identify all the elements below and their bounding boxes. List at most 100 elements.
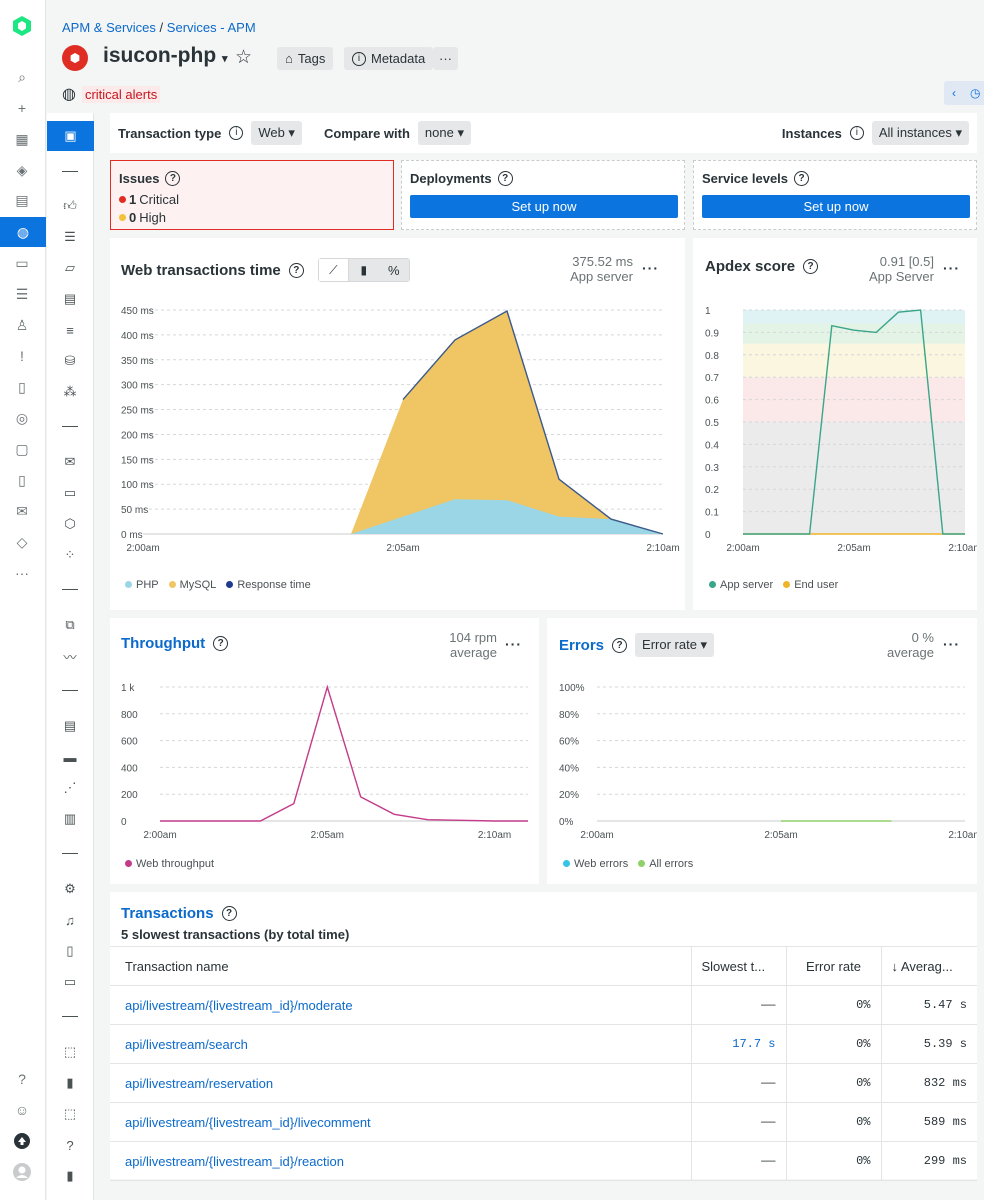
area-chart-icon[interactable]: ⟋ (318, 259, 349, 281)
help-icon[interactable]: ? (612, 637, 628, 653)
apps-grid-icon[interactable]: ▦ (15, 130, 29, 147)
info-icon[interactable]: i (849, 126, 864, 140)
slowest-value[interactable]: 17.7 s (690, 1024, 786, 1064)
external-services-icon[interactable]: ≡ (66, 322, 74, 338)
summary-icon[interactable]: ▣ (47, 121, 94, 151)
scatter-icon[interactable]: ⋰ (63, 780, 77, 795)
inbox-icon[interactable]: ✉ (16, 502, 28, 519)
transaction-name[interactable]: api/livestream/{livestream_id}/moderate (110, 985, 691, 1025)
help-icon[interactable]: ? (18, 1071, 26, 1087)
add-user-icon[interactable]: ☺ (14, 1102, 30, 1118)
table-row[interactable]: api/livestream/{livestream_id}/livecomme… (110, 1102, 977, 1142)
metadata-button[interactable]: i Metadata (344, 47, 434, 70)
card-menu-button[interactable]: ··· (505, 636, 522, 652)
transaction-name[interactable]: api/livestream/search (110, 1024, 691, 1064)
percent-icon[interactable]: % (378, 259, 409, 281)
time-picker-toggle[interactable]: ‹ ◷ (944, 81, 984, 105)
distributed-tracing-icon[interactable]: ☰ (64, 229, 76, 244)
new-relic-logo-icon[interactable] (11, 15, 33, 37)
legend-response-time[interactable]: Response time (226, 579, 311, 591)
issues-card[interactable]: Issues? 1 Critical 0 High (110, 160, 394, 230)
help-icon[interactable]: ? (288, 262, 304, 278)
table-row[interactable]: api/livestream/search 17.7 s 0% 5.39 s (110, 1024, 977, 1064)
apm-services-icon[interactable]: ◍ (0, 217, 46, 247)
upgrade-icon[interactable] (11, 1130, 33, 1152)
alert-status-badge[interactable]: critical alerts (81, 85, 161, 103)
transaction-name[interactable]: api/livestream/{livestream_id}/livecomme… (110, 1102, 691, 1142)
copy-icon[interactable]: ⧉ (65, 617, 75, 632)
dependencies-icon[interactable]: ⁂ (63, 384, 77, 399)
mobile-icon[interactable]: ▯ (18, 471, 26, 488)
help-icon[interactable]: ? (213, 636, 229, 651)
vulnerability-icon[interactable]: ⬡ (64, 516, 76, 531)
alerts-icon[interactable]: ! (20, 348, 24, 364)
card-menu-button[interactable]: ··· (943, 636, 960, 652)
bar-chart-icon[interactable]: ▮ (348, 259, 379, 281)
browser-icon[interactable]: ▢ (15, 440, 29, 457)
legend-php[interactable]: PHP (125, 579, 159, 591)
service-levels-setup-button[interactable]: Set up now (702, 195, 970, 218)
monitor-icon[interactable]: ▥ (63, 811, 77, 826)
column-header-error-rate[interactable]: Error rate (785, 946, 881, 986)
more-actions-button[interactable]: ··· (433, 47, 458, 70)
dashboards-icon[interactable]: ▤ (15, 191, 29, 208)
table-row[interactable]: api/livestream/{livestream_id}/moderate … (110, 985, 977, 1025)
legend-end-user[interactable]: End user (783, 579, 838, 591)
compare-with-select[interactable]: none ▾ (417, 121, 471, 145)
column-header-name[interactable]: Transaction name (110, 946, 691, 986)
config-icon[interactable]: ▭ (63, 974, 77, 989)
selection-icon[interactable]: ⬚ (63, 1044, 77, 1059)
errors-title[interactable]: Errors ? Error rate ▾ (559, 633, 715, 657)
table-row[interactable]: api/livestream/reservation —— 0% 832 ms (110, 1063, 977, 1103)
compare-icon[interactable]: ▯ (66, 943, 74, 958)
column-header-slowest[interactable]: Slowest t... (690, 946, 786, 986)
deployments-setup-button[interactable]: Set up now (410, 195, 678, 218)
breadcrumb-root[interactable]: APM & Services (62, 20, 156, 35)
table-row[interactable]: api/livestream/{livestream_id}/reaction … (110, 1141, 977, 1181)
legend-all-errors[interactable]: All errors (638, 858, 693, 870)
bar-chart-icon-2[interactable]: ▮ (66, 1168, 74, 1183)
selection-icon-2[interactable]: ⬚ (63, 1106, 77, 1121)
card-menu-button[interactable]: ··· (642, 260, 659, 276)
card-menu-button[interactable]: ··· (943, 260, 960, 276)
thumbs-up-icon[interactable]: 👍︎ (63, 198, 77, 213)
bell-icon[interactable]: ♫ (65, 912, 75, 928)
table-icon[interactable]: ▤ (63, 718, 77, 733)
logs-icon[interactable]: ▭ (63, 485, 77, 500)
info-icon[interactable]: i (229, 126, 244, 140)
help-icon[interactable]: ? (497, 171, 513, 186)
jvm-icon[interactable]: ▬ (63, 749, 77, 765)
settings-icon[interactable]: ⚙ (64, 881, 76, 896)
error-metric-select[interactable]: Error rate ▾ (635, 633, 715, 657)
layers-icon[interactable]: ◇ (16, 533, 28, 550)
help-icon[interactable]: ? (794, 171, 810, 186)
robot-icon[interactable]: ♙ (15, 316, 29, 333)
avatar[interactable] (11, 1161, 33, 1183)
transaction-type-select[interactable]: Web ▾ (251, 121, 302, 145)
legend-web-throughput[interactable]: Web throughput (125, 858, 214, 870)
legend-mysql[interactable]: MySQL (168, 579, 216, 591)
transaction-name[interactable]: api/livestream/reservation (110, 1063, 691, 1103)
transactions-title[interactable]: Transactions ? (121, 905, 237, 922)
tags-button[interactable]: ⌂ Tags (277, 47, 334, 70)
transactions-icon[interactable]: ▤ (63, 291, 77, 306)
service-map-icon[interactable]: ▱ (65, 260, 75, 275)
more-icon[interactable]: ··· (15, 565, 29, 581)
catalog-icon[interactable]: ◈ (16, 161, 28, 178)
help-icon[interactable]: ? (221, 906, 237, 921)
page-title[interactable]: isucon-php ▾ (103, 44, 228, 68)
databases-icon[interactable]: ⛁ (64, 353, 76, 368)
column-header-average[interactable]: ↓ Averag... (880, 946, 977, 986)
search-icon[interactable]: ⌕ (18, 68, 26, 85)
throughput-title[interactable]: Throughput ? (121, 635, 229, 652)
legend-web-errors[interactable]: Web errors (563, 858, 628, 870)
help-icon[interactable]: ? (66, 1137, 74, 1153)
transaction-name[interactable]: api/livestream/{livestream_id}/reaction (110, 1141, 691, 1181)
help-icon[interactable]: ? (165, 171, 181, 186)
legend-app-server[interactable]: App server (709, 579, 773, 591)
star-icon[interactable]: ☆ (235, 47, 253, 68)
breadcrumb-current[interactable]: Services - APM (166, 20, 256, 35)
filters-icon[interactable]: ☰ (15, 285, 29, 302)
bar-chart-icon[interactable]: ▮ (66, 1075, 74, 1090)
activity-icon[interactable]: 〰 (63, 649, 77, 665)
